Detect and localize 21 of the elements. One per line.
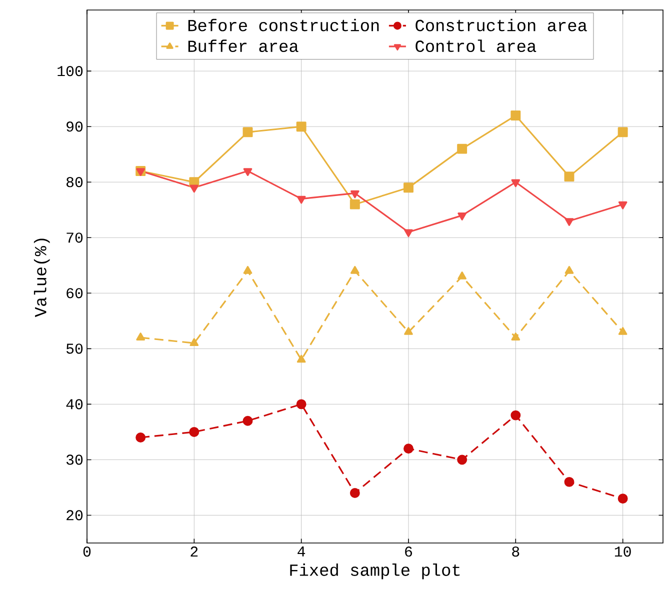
y-tick-label: 60: [66, 288, 83, 298]
x-tick-label: 4: [298, 546, 306, 556]
x-tick-label: 8: [512, 546, 520, 557]
legend-label: Control area: [416, 40, 536, 52]
legend-label: Before construction: [188, 18, 379, 32]
y-tick-label: 50: [66, 344, 83, 354]
y-tick-label: 30: [66, 454, 83, 465]
x-tick-label: 0: [83, 546, 91, 557]
y-tick-label: 70: [66, 232, 83, 243]
legend-label: Buffer area: [188, 40, 298, 52]
x-tick-label: 10: [614, 546, 631, 557]
x-tick-label: 2: [190, 546, 198, 557]
y-axis-title: Value(%): [34, 238, 50, 318]
legend-label: Construction area: [416, 18, 587, 32]
y-tick-label: 20: [66, 510, 83, 520]
y-tick-label: 100: [58, 66, 83, 76]
y-tick-label: 40: [66, 399, 83, 410]
y-tick-label: 90: [66, 122, 83, 132]
y-tick-label: 80: [66, 177, 83, 188]
x-tick-label: 6: [405, 546, 412, 557]
x-axis-title: Fixed sample plot: [290, 564, 460, 580]
